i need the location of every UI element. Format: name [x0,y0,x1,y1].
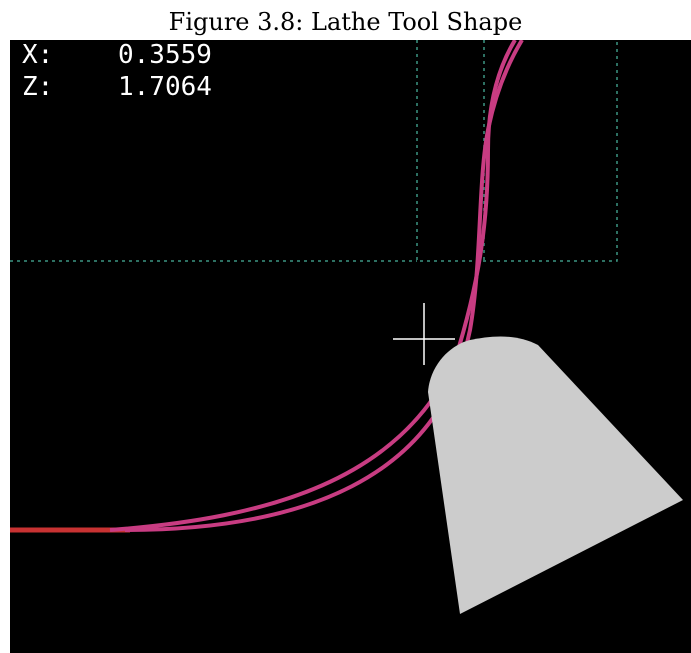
z-value: 1.7064 [118,72,212,102]
z-coordinate-readout: Z: 1.7064 [22,72,212,102]
x-value: 0.3559 [118,40,212,70]
preview-canvas[interactable] [10,40,691,653]
z-label: Z: [22,72,54,102]
machine-limits-box [416,40,618,262]
x-coordinate-readout: X: 0.3559 [22,40,212,70]
preview-viewport[interactable]: X: 0.3559 Z: 1.7064 [10,40,691,653]
figure-caption: Figure 3.8: Lathe Tool Shape [168,8,523,36]
toolpath-inner [124,40,524,532]
lathe-tool-shape [428,336,683,614]
x-label: X: [22,40,54,70]
